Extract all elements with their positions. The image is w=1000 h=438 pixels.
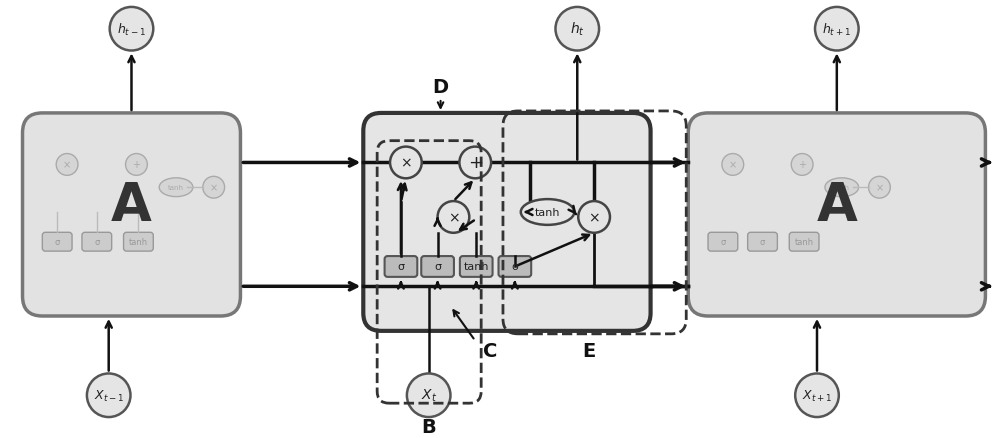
Text: ×: ×: [875, 183, 883, 193]
Text: tanh: tanh: [463, 262, 489, 272]
Text: E: E: [583, 341, 596, 360]
Ellipse shape: [825, 178, 859, 197]
Text: $X_{t+1}$: $X_{t+1}$: [802, 388, 832, 403]
Text: tanh: tanh: [168, 185, 184, 191]
Text: σ: σ: [760, 238, 765, 247]
Circle shape: [555, 8, 599, 51]
Text: $X_t$: $X_t$: [421, 387, 437, 403]
Circle shape: [407, 374, 450, 417]
Text: tanh: tanh: [535, 208, 560, 218]
Text: +: +: [798, 160, 806, 170]
Text: σ: σ: [720, 238, 726, 247]
Text: σ: σ: [94, 238, 99, 247]
Text: A: A: [111, 179, 152, 231]
Text: tanh: tanh: [129, 238, 148, 247]
FancyBboxPatch shape: [789, 233, 819, 251]
Circle shape: [390, 147, 422, 179]
Text: B: B: [421, 417, 436, 436]
Text: σ: σ: [434, 262, 441, 272]
Text: ×: ×: [588, 211, 600, 224]
Circle shape: [795, 374, 839, 417]
FancyBboxPatch shape: [363, 114, 651, 331]
FancyBboxPatch shape: [23, 114, 240, 316]
FancyBboxPatch shape: [460, 257, 493, 277]
Text: C: C: [483, 341, 497, 360]
Text: +: +: [132, 160, 140, 170]
Text: +: +: [468, 154, 483, 172]
Text: ×: ×: [63, 160, 71, 170]
Circle shape: [203, 177, 225, 199]
Circle shape: [56, 154, 78, 176]
Text: ×: ×: [400, 156, 412, 170]
FancyBboxPatch shape: [385, 257, 417, 277]
Text: $h_{t-1}$: $h_{t-1}$: [117, 21, 146, 38]
FancyBboxPatch shape: [124, 233, 153, 251]
Circle shape: [869, 177, 890, 199]
Circle shape: [722, 154, 744, 176]
Text: $h_{t+1}$: $h_{t+1}$: [822, 21, 851, 38]
Circle shape: [87, 374, 130, 417]
Circle shape: [578, 201, 610, 233]
Text: ×: ×: [210, 183, 218, 193]
FancyBboxPatch shape: [82, 233, 112, 251]
Text: σ: σ: [511, 262, 518, 272]
Circle shape: [459, 147, 491, 179]
Circle shape: [126, 154, 147, 176]
Text: A: A: [816, 179, 857, 231]
FancyBboxPatch shape: [499, 257, 531, 277]
Text: ×: ×: [448, 211, 459, 224]
Circle shape: [791, 154, 813, 176]
Text: σ: σ: [55, 238, 60, 247]
Text: $X_{t-1}$: $X_{t-1}$: [94, 388, 124, 403]
Ellipse shape: [521, 200, 574, 225]
FancyBboxPatch shape: [688, 114, 985, 316]
FancyBboxPatch shape: [42, 233, 72, 251]
Text: σ: σ: [397, 262, 404, 272]
Ellipse shape: [159, 178, 193, 197]
FancyBboxPatch shape: [748, 233, 777, 251]
Text: D: D: [432, 78, 449, 96]
Circle shape: [438, 201, 469, 233]
Circle shape: [815, 8, 859, 51]
Text: tanh: tanh: [795, 238, 814, 247]
FancyBboxPatch shape: [421, 257, 454, 277]
Text: tanh: tanh: [834, 185, 850, 191]
FancyBboxPatch shape: [708, 233, 738, 251]
Text: $h_t$: $h_t$: [570, 21, 585, 39]
Text: ×: ×: [729, 160, 737, 170]
Circle shape: [110, 8, 153, 51]
